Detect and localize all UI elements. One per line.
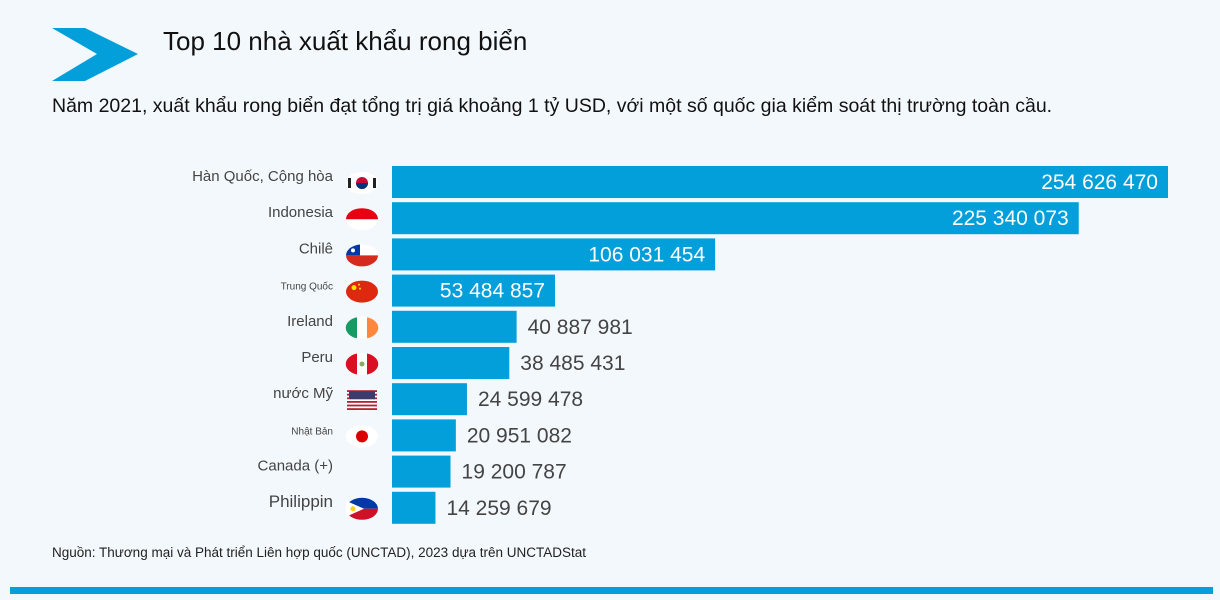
bar [392, 419, 456, 452]
category-label: Ireland [287, 313, 333, 330]
philippines-flag-icon [346, 497, 378, 520]
chart-title: Top 10 nhà xuất khẩu rong biển [163, 26, 528, 56]
chevron-logo-icon [52, 28, 138, 81]
category-label: Canada (+) [258, 458, 333, 475]
value-label: 20 951 082 [467, 424, 572, 447]
usa-flag-icon [346, 389, 378, 412]
chart-subtitle: Năm 2021, xuất khẩu rong biển đạt tổng t… [52, 95, 1053, 117]
bar [392, 455, 451, 488]
value-label: 106 031 454 [588, 243, 705, 266]
bar [392, 310, 517, 343]
bar [392, 491, 436, 524]
chile-flag-icon [346, 244, 378, 267]
category-label: Chilê [299, 240, 333, 257]
source-note: Nguồn: Thương mại và Phát triển Liên hợp… [52, 545, 587, 560]
indonesia-flag-icon [346, 208, 378, 231]
south-korea-flag-icon [346, 172, 378, 194]
value-label: 254 626 470 [1041, 171, 1158, 194]
category-label: Philippin [269, 492, 333, 511]
bar [392, 274, 556, 307]
bar [392, 347, 510, 379]
bar [392, 166, 1168, 198]
category-label: Nhật Bản [291, 426, 333, 437]
category-label: Hàn Quốc, Cộng hòa [192, 168, 334, 185]
bar [392, 202, 1079, 235]
value-label: 14 259 679 [446, 497, 551, 520]
bar [392, 238, 716, 271]
japan-flag-icon [346, 425, 378, 448]
value-label: 40 887 981 [528, 316, 633, 339]
bottom-accent-bar [10, 587, 1213, 594]
value-label: 24 599 478 [478, 388, 583, 411]
ireland-flag-icon [345, 316, 379, 339]
category-label: Indonesia [268, 204, 334, 221]
bar-chart: Hàn Quốc, Cộng hòa 254 626 470 Indonesia 22… [192, 166, 1168, 524]
china-flag-icon [346, 280, 378, 303]
value-label: 38 485 431 [520, 352, 625, 375]
value-label: 225 340 073 [952, 207, 1069, 230]
value-label: 19 200 787 [462, 461, 567, 484]
peru-flag-icon [345, 353, 379, 375]
value-label: 53 484 857 [440, 280, 545, 303]
bar [392, 383, 467, 416]
category-label: Trung Quốc [281, 281, 333, 293]
category-label: Peru [301, 349, 333, 366]
category-label: nước Mỹ [273, 385, 333, 402]
